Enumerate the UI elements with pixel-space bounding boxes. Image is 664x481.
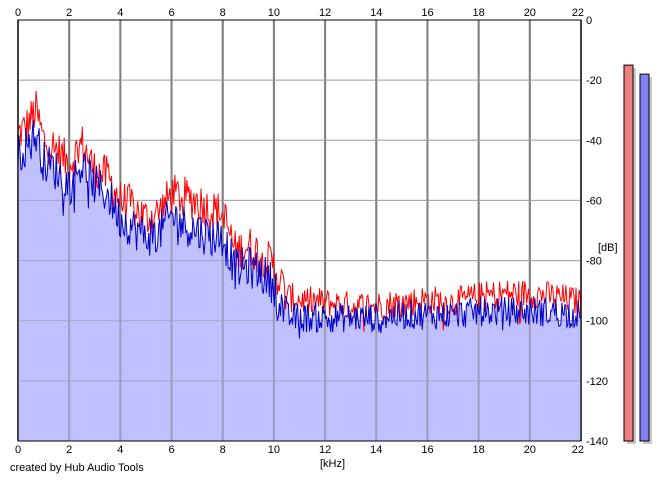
level-meters (623, 64, 652, 444)
x-tick-label-top: 8 (220, 7, 226, 19)
x-tick-label-top: 14 (370, 7, 382, 19)
x-tick-label-bottom: 18 (473, 444, 485, 456)
series-line-blue (17, 119, 582, 339)
x-tick-label-bottom: 14 (370, 444, 382, 456)
x-tick-label-top: 16 (421, 7, 433, 19)
x-tick-label-bottom: 2 (66, 444, 72, 456)
credit-text: created by Hub Audio Tools (10, 462, 144, 474)
series-layer (17, 90, 582, 339)
x-tick-label-top: 20 (524, 7, 536, 19)
x-tick-label-bottom: 6 (168, 444, 174, 456)
x-axis-label: [kHz] (320, 458, 345, 470)
y-tick-label: -40 (586, 135, 602, 147)
y-axis-label: [dB] (598, 242, 618, 254)
tick-layer: 0 2 4 6 8 10 12 14 16 18 20 220 2 4 6 8 10 12 14 16 18 20 220-… (15, 7, 608, 456)
x-tick-label-top: 10 (268, 7, 280, 19)
x-tick-label-top: 12 (319, 7, 331, 19)
y-tick-label: -60 (586, 195, 602, 207)
level-meter-bar (639, 73, 650, 442)
x-tick-label-bottom: 8 (220, 444, 226, 456)
level-meter-bar (623, 64, 634, 442)
x-tick-label-top: 2 (66, 7, 72, 19)
x-tick-label-bottom: 20 (524, 444, 536, 456)
x-tick-label-top: 18 (473, 7, 485, 19)
x-tick-label-bottom: 22 (572, 444, 584, 456)
x-tick-label-bottom: 12 (319, 444, 331, 456)
plot-border (17, 19, 582, 442)
x-tick-label-top: 4 (117, 7, 123, 19)
x-tick-label-bottom: 10 (268, 444, 280, 456)
x-tick-label-top: 22 (572, 7, 584, 19)
x-tick-label-bottom: 16 (421, 444, 433, 456)
y-tick-label: -140 (586, 436, 608, 448)
y-tick-label: 0 (586, 15, 592, 27)
x-tick-label-bottom: 4 (117, 444, 123, 456)
y-tick-label: -80 (586, 256, 602, 268)
y-tick-label: -120 (586, 376, 608, 388)
y-tick-label: -100 (586, 316, 608, 328)
spectrum-fill-area (18, 119, 581, 442)
x-tick-label-bottom: 0 (15, 444, 21, 456)
x-tick-label-top: 6 (168, 7, 174, 19)
x-tick-label-top: 0 (15, 7, 21, 19)
y-tick-label: -20 (586, 75, 602, 87)
